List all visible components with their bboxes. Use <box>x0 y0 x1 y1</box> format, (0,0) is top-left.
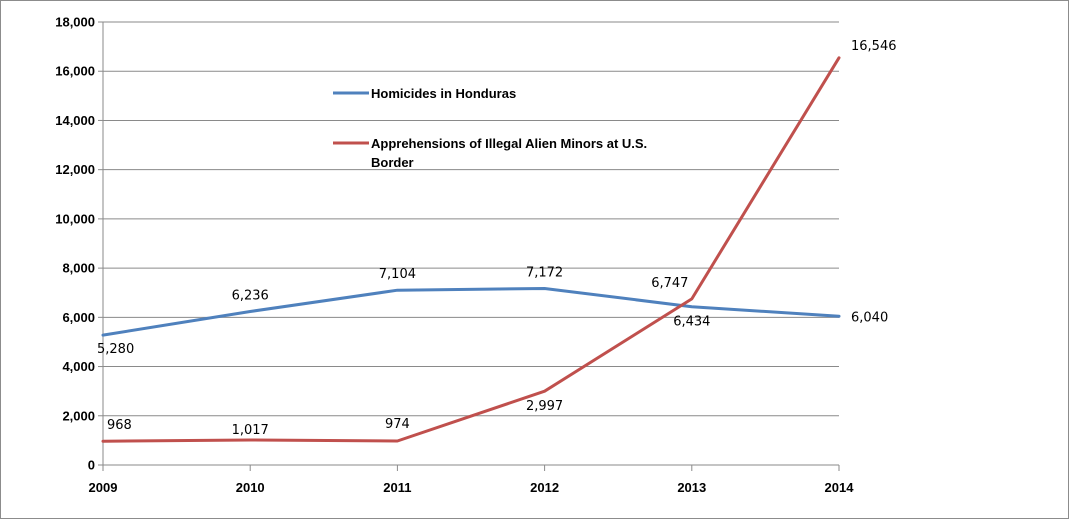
legend-label: Homicides in Honduras <box>371 86 516 101</box>
x-tick-label: 2014 <box>825 480 855 495</box>
x-tick-label: 2009 <box>89 480 118 495</box>
axes <box>98 21 840 471</box>
y-tick-label: 18,000 <box>55 15 95 30</box>
gridlines <box>103 21 839 417</box>
y-tick-label: 4,000 <box>62 359 95 374</box>
data-label: 5,280 <box>97 342 134 357</box>
legend: Homicides in Honduras Apprehensions of Il… <box>333 86 647 170</box>
data-label: 2,997 <box>526 399 563 414</box>
data-label: 968 <box>107 418 132 433</box>
data-label: 6,040 <box>851 310 888 325</box>
data-label: 6,747 <box>651 276 688 291</box>
series-lines <box>101 56 841 443</box>
series-line-homicides <box>101 287 841 337</box>
x-tick-label: 2013 <box>677 480 706 495</box>
y-tick-label: 2,000 <box>62 408 95 423</box>
x-tick-label: 2012 <box>530 480 559 495</box>
y-tick-label: 0 <box>88 458 95 473</box>
y-tick-label: 6,000 <box>62 310 95 325</box>
series-line-apprehensions <box>101 56 841 443</box>
data-label: 1,017 <box>232 423 269 438</box>
x-tick-label: 2010 <box>236 480 265 495</box>
data-label: 16,546 <box>851 39 897 54</box>
y-tick-label: 8,000 <box>62 261 95 276</box>
data-label: 7,104 <box>379 267 416 282</box>
y-tick-label: 12,000 <box>55 162 95 177</box>
data-label: 6,236 <box>232 289 269 304</box>
y-tick-label: 14,000 <box>55 113 95 128</box>
data-label: 6,434 <box>673 315 710 330</box>
y-tick-label: 10,000 <box>55 211 95 226</box>
x-axis-tick-labels: 2009 2010 2011 2012 2013 2014 <box>89 480 855 495</box>
data-label: 7,172 <box>526 265 563 280</box>
y-tick-label: 16,000 <box>55 64 95 79</box>
x-tick-label: 2011 <box>383 480 411 495</box>
data-label: 974 <box>385 417 410 432</box>
legend-label: Apprehensions of Illegal Alien Minors at… <box>371 136 647 170</box>
data-labels: 5,280 6,236 7,104 7,172 6,434 6,040 968 1,017 97… <box>97 39 897 438</box>
y-axis-tick-labels: 0 2,000 4,000 6,000 8,000 10,000 12,000 14,000 1… <box>55 15 95 473</box>
